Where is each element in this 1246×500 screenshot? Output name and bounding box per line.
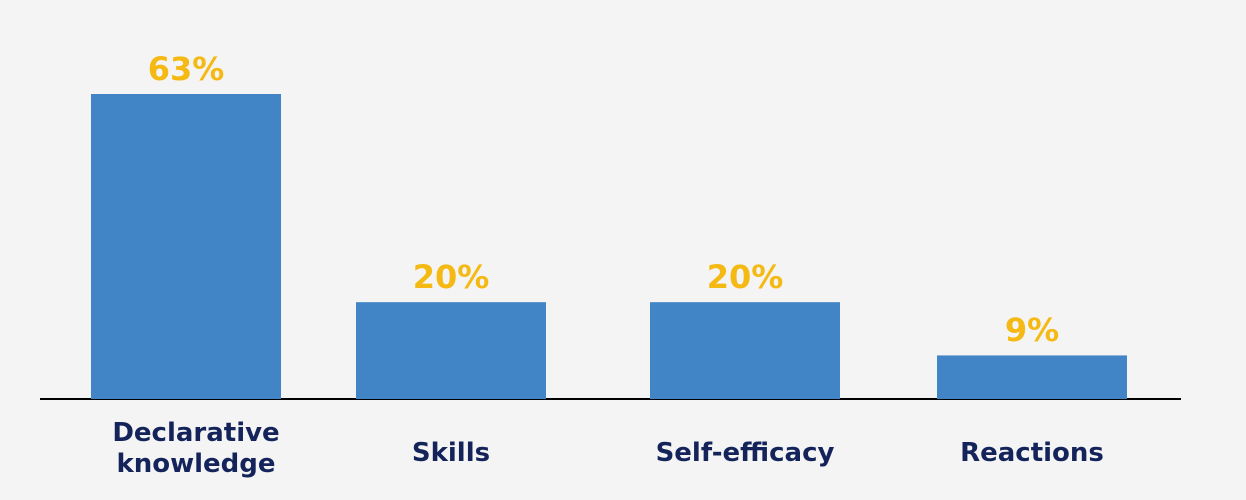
bar (356, 302, 546, 399)
bar (91, 94, 281, 399)
bar (650, 302, 840, 399)
value-label: 20% (706, 258, 784, 297)
x-tick-label: Declarative knowledge (112, 418, 280, 480)
bar (937, 355, 1127, 399)
value-label: 20% (412, 258, 490, 297)
x-tick-label: Self-efficacy (655, 437, 835, 468)
x-tick-label: Reactions (960, 437, 1104, 468)
value-label: 9% (1004, 311, 1060, 350)
value-label: 63% (147, 50, 225, 88)
x-tick-label: Skills (411, 437, 491, 468)
